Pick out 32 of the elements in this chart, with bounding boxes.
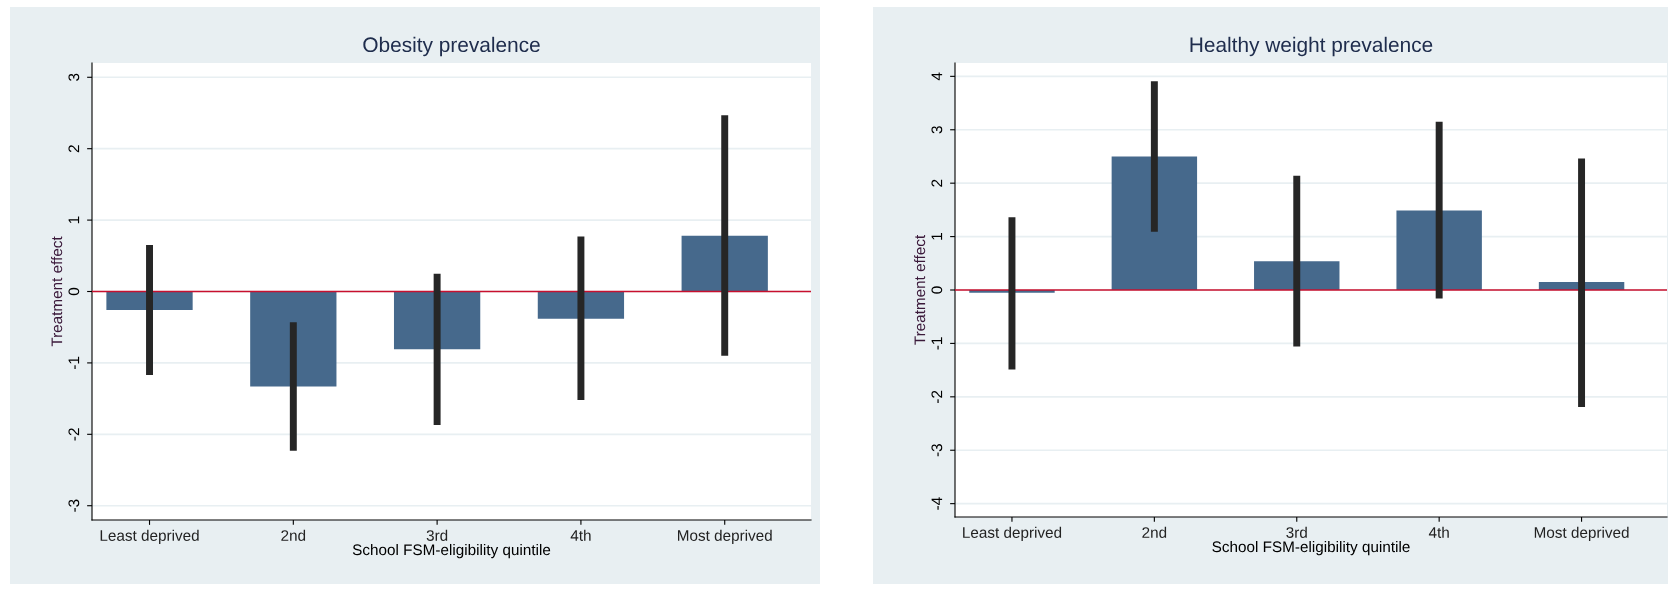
- x-axis-title: School FSM-eligibility quintile: [352, 543, 551, 559]
- x-tick-label: 4th: [1428, 526, 1449, 538]
- y-tick-label: 1: [931, 233, 943, 240]
- x-tick-label: Least deprived: [100, 529, 199, 544]
- y-tick-label: 0: [68, 287, 80, 296]
- y-tick-label: -3: [931, 444, 943, 457]
- x-tick-label: 2nd: [1142, 526, 1167, 538]
- y-tick-label: -2: [931, 390, 943, 403]
- y-tick-label: 2: [68, 145, 80, 153]
- x-tick-label: 3rd: [426, 529, 448, 541]
- y-axis-title: Treatment effect: [914, 234, 926, 345]
- y-tick-label: -1: [931, 337, 943, 350]
- y-tick-label: 3: [931, 126, 943, 134]
- x-tick-label: Most deprived: [1534, 526, 1629, 541]
- chart-title: Healthy weight prevalence: [1190, 36, 1433, 57]
- x-tick-label: 4th: [570, 529, 591, 541]
- y-tick-label: -1: [68, 356, 80, 370]
- y-tick-label: 4: [931, 72, 943, 81]
- x-tick-label: 3rd: [1286, 526, 1307, 538]
- y-axis-title: Treatment effect: [51, 236, 63, 347]
- y-tick-label: 0: [931, 286, 943, 294]
- y-tick-label: -3: [68, 499, 80, 512]
- y-tick-label: -4: [931, 497, 943, 510]
- y-tick-label: 1: [68, 216, 80, 224]
- y-tick-label: -2: [68, 428, 80, 441]
- chart-title: Obesity prevalence: [363, 36, 540, 57]
- y-tick-label: 2: [931, 179, 943, 187]
- x-axis-title: School FSM-eligibility quintile: [1212, 540, 1410, 556]
- x-tick-label: Least deprived: [963, 526, 1062, 541]
- x-tick-label: 2nd: [281, 529, 306, 541]
- y-tick-label: 3: [68, 73, 80, 81]
- x-tick-label: Most deprived: [678, 529, 772, 544]
